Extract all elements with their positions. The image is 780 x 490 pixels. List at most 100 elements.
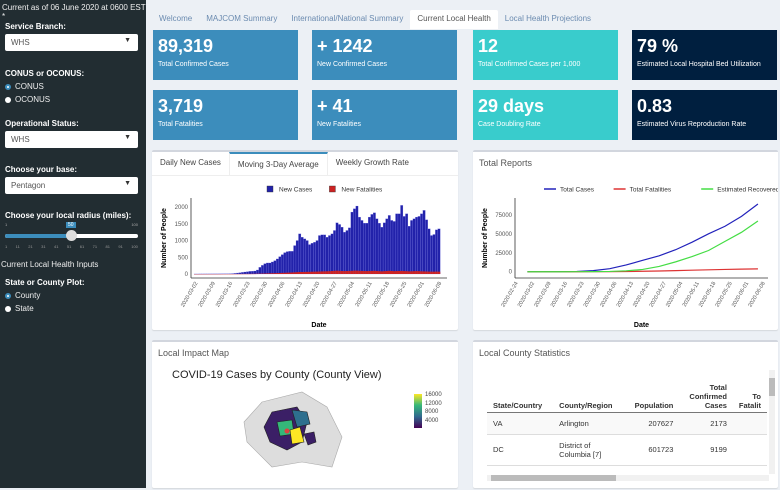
radio-selected-icon	[5, 293, 11, 299]
new-cases-chart: 05001000150020002020-03-022020-03-092020…	[152, 172, 458, 332]
bar-new-cases	[381, 227, 383, 274]
bar-new-cases	[261, 265, 263, 274]
tab-current-local-health[interactable]: Current Local Health	[410, 10, 497, 29]
conus-label: CONUS or OCONUS:	[5, 69, 84, 78]
tab-welcome[interactable]: Welcome	[152, 10, 199, 29]
tab-international-summary[interactable]: International/National Summary	[284, 10, 410, 29]
bar-new-cases	[430, 235, 432, 274]
bar-new-cases	[286, 252, 288, 274]
y-tick-label: 2000	[175, 205, 189, 211]
tab-majcom-summary[interactable]: MAJCOM Summary	[199, 10, 284, 29]
county-map[interactable]	[152, 342, 458, 490]
col-header[interactable]: Population	[626, 370, 680, 412]
bar-new-cases	[403, 216, 405, 274]
bar-new-cases	[433, 234, 435, 274]
slider-min: 1	[5, 222, 7, 227]
bar-new-fatalities	[291, 272, 293, 274]
radio-label: CONUS	[15, 82, 44, 91]
bar-new-cases	[391, 220, 393, 274]
bar-new-fatalities	[400, 271, 402, 274]
bar-new-cases	[415, 217, 417, 274]
x-tick-label: 2020-05-18	[372, 281, 391, 308]
bar-new-cases	[363, 223, 365, 274]
radio-oconus[interactable]: OCONUS	[5, 95, 50, 104]
vertical-scrollbar[interactable]	[769, 370, 775, 474]
bar-new-fatalities	[276, 273, 278, 274]
bar-new-fatalities	[266, 273, 268, 274]
x-tick-label: 2020-03-02	[180, 281, 199, 308]
caret-down-icon: ▼	[124, 37, 131, 44]
base-label: Choose your base:	[5, 165, 77, 174]
value-box-label: Estimated Local Hospital Bed Utilization	[637, 61, 772, 68]
value-box-value: 3,719	[158, 96, 293, 116]
bar-new-fatalities	[296, 272, 298, 274]
status-select[interactable]: WHS▼	[5, 131, 138, 148]
bar-new-fatalities	[303, 272, 305, 274]
x-tick-label: 2020-04-27	[320, 281, 339, 308]
bar-new-fatalities	[343, 271, 345, 274]
col-header[interactable]: Total Confirmed Cases	[679, 370, 733, 412]
bar-new-cases	[413, 219, 415, 274]
slider-handle[interactable]	[66, 230, 77, 241]
bar-new-cases	[269, 263, 271, 274]
bar-new-fatalities	[438, 272, 440, 274]
legend-swatch	[267, 186, 273, 192]
bar-new-fatalities	[423, 271, 425, 274]
bar-new-fatalities	[383, 271, 385, 274]
branch-select[interactable]: WHS▼	[5, 34, 138, 51]
total-reports-chart: 02500050000750002020-02-242020-03-022020…	[473, 172, 778, 332]
bar-new-fatalities	[269, 273, 271, 274]
bar-new-fatalities	[316, 272, 318, 274]
bar-new-fatalities	[341, 271, 343, 274]
bar-new-fatalities	[418, 271, 420, 274]
legend-label: New Cases	[279, 187, 313, 194]
cell: District of Columbia [7]	[553, 434, 625, 465]
x-tick-label: 2020-04-06	[267, 281, 286, 308]
bar-new-cases	[284, 253, 286, 274]
bar-new-fatalities	[298, 272, 300, 274]
bar-new-cases	[423, 210, 425, 274]
bar-new-cases	[318, 235, 320, 274]
scale-label: 8000	[425, 408, 442, 417]
bar-new-cases	[306, 241, 308, 274]
bar-new-cases	[241, 272, 243, 274]
bar-new-fatalities	[338, 271, 340, 274]
bar-new-fatalities	[425, 271, 427, 274]
bar-new-fatalities	[284, 273, 286, 274]
x-axis-label: Date	[634, 322, 649, 329]
bar-new-cases	[353, 209, 355, 274]
col-header[interactable]: County/Region	[553, 370, 625, 412]
bar-new-cases	[438, 229, 440, 274]
bar-new-fatalities	[368, 271, 370, 274]
cell: 207627	[626, 412, 680, 434]
bar-new-cases	[351, 212, 353, 274]
radio-state[interactable]: State	[5, 304, 34, 313]
radio-county[interactable]: County	[5, 291, 40, 300]
col-header[interactable]: State/Country	[487, 370, 553, 412]
legend-label: Total Cases	[560, 187, 595, 194]
bar-new-cases	[395, 214, 397, 274]
value-box-value: + 1242	[317, 36, 452, 56]
bar-new-cases	[425, 220, 427, 274]
radio-conus[interactable]: CONUS	[5, 82, 44, 91]
tab-local-health-projections[interactable]: Local Health Projections	[498, 10, 598, 29]
base-select[interactable]: Pentagon▼	[5, 177, 138, 194]
bar-new-fatalities	[376, 271, 378, 274]
bar-new-fatalities	[395, 271, 397, 274]
bar-new-cases	[341, 227, 343, 274]
horizontal-scrollbar[interactable]	[487, 475, 769, 481]
bar-new-fatalities	[321, 271, 323, 274]
x-tick-label: 2020-06-08	[424, 281, 443, 308]
bar-new-cases	[256, 270, 258, 274]
bar-new-fatalities	[398, 271, 400, 274]
bar-new-fatalities	[294, 272, 296, 274]
bar-new-cases	[289, 251, 291, 274]
x-tick-label: 2020-04-13	[285, 281, 304, 308]
bar-new-cases	[249, 271, 251, 274]
scale-label: 16000	[425, 391, 442, 400]
col-header[interactable]: To Fatalit	[733, 370, 767, 412]
bar-new-fatalities	[286, 273, 288, 274]
branch-label: Service Branch:	[5, 22, 66, 31]
